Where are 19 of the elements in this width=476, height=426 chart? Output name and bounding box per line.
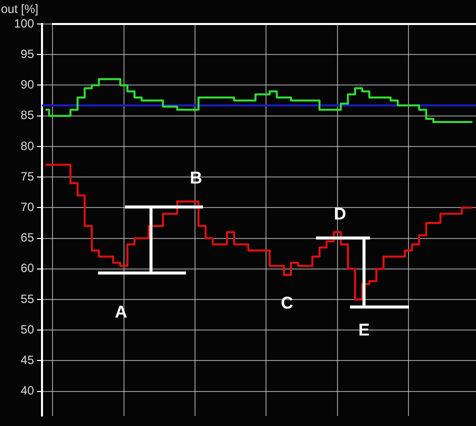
annotation: B [190, 168, 202, 188]
y-tick-label: 85 [20, 108, 34, 122]
annotation: D [334, 204, 346, 224]
y-tick-label: 95 [20, 46, 34, 61]
y-tick-label: 55 [20, 292, 34, 306]
y-tick-label: 90 [20, 78, 34, 92]
y-tick-label: 80 [20, 138, 34, 153]
y-tick-label: 60 [20, 261, 34, 276]
y-tick-label: 70 [20, 200, 34, 214]
annotation: A [114, 302, 128, 322]
y-tick-label: 40 [20, 384, 34, 398]
y-tick-label: 100 [14, 16, 34, 30]
y-tick-label: 75 [20, 169, 34, 184]
y-tick-label: 65 [20, 230, 34, 245]
annotation: E [358, 320, 370, 340]
y-axis-title: out [%] [1, 2, 38, 16]
y-tick-label: 45 [20, 353, 34, 368]
annotation: C [280, 294, 294, 313]
y-tick-label: 50 [20, 322, 34, 336]
